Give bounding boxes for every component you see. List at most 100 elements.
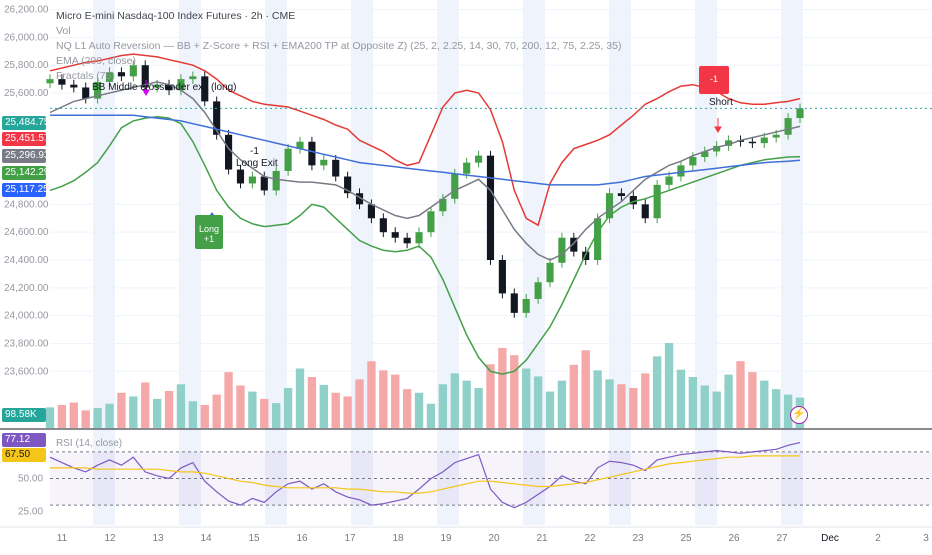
candle-body xyxy=(570,237,578,252)
rsi-ma-tag: 67.50 xyxy=(2,448,46,462)
volume-bar xyxy=(641,373,650,428)
indicator-label-fractals: Fractals (75) xyxy=(56,70,115,82)
volume-bar xyxy=(212,394,221,428)
volume-bar xyxy=(117,392,126,428)
legend: Micro E-mini Nasdaq-100 Index Futures · … xyxy=(56,9,621,84)
annotation-long-exit: Long Exit xyxy=(236,158,278,169)
volume-bar xyxy=(236,385,245,428)
candle-body xyxy=(308,141,316,166)
annotation-bb-exit: BB Middle crossunder exit (long) xyxy=(92,82,237,93)
x-tick-label: 16 xyxy=(296,533,308,544)
x-tick-label: 3 xyxy=(923,533,929,544)
candle-body xyxy=(332,159,340,177)
y-tick-label: 24,600.00 xyxy=(4,227,49,238)
volume-bar xyxy=(57,404,67,428)
volume-bar xyxy=(164,390,174,428)
candle-body xyxy=(534,282,542,299)
ema-200-line xyxy=(50,114,801,186)
candle-body xyxy=(58,79,66,85)
candle-body xyxy=(677,165,685,177)
volume-bar xyxy=(545,391,555,428)
volume-bar xyxy=(319,384,328,428)
lightning-icon[interactable]: ⚡ xyxy=(790,406,808,424)
candle-body xyxy=(546,262,554,283)
y-tick-label: 23,800.00 xyxy=(4,338,49,349)
bb-middle-line xyxy=(49,81,801,261)
rsi-ma-line xyxy=(50,455,800,494)
price-tag-last: 25,484.75 xyxy=(2,116,50,130)
volume-bar xyxy=(772,389,781,428)
volume-bar xyxy=(486,364,495,428)
y-tick-label: 25,600.00 xyxy=(4,88,49,99)
exit-arrow-icon xyxy=(142,80,150,96)
candle-body xyxy=(772,134,780,138)
candle-body xyxy=(725,140,733,146)
x-tick-label: 15 xyxy=(248,533,260,544)
x-tick-label: 19 xyxy=(440,533,452,544)
volume-bar xyxy=(450,373,459,428)
volume-bar xyxy=(438,384,448,428)
annotation-long-exit-qty: -1 xyxy=(250,146,259,157)
x-tick-label: 18 xyxy=(392,533,404,544)
x-tick-label: 22 xyxy=(584,533,596,544)
candle-body xyxy=(117,72,125,77)
x-tick-label: 11 xyxy=(57,533,68,544)
volume-bar xyxy=(224,372,233,428)
volume-bar xyxy=(355,379,364,428)
volume-bar xyxy=(676,369,686,428)
volume-bar xyxy=(724,374,733,428)
candle-body xyxy=(760,137,768,144)
candle-body xyxy=(46,79,54,84)
bb-upper-line xyxy=(49,53,801,227)
rsi-line xyxy=(49,442,801,509)
y-tick-label: 24,200.00 xyxy=(4,283,49,294)
volume-bar xyxy=(188,401,198,428)
price-tag-bb-lower: 25,142.29 xyxy=(2,166,50,180)
candle-body xyxy=(236,169,245,184)
candle-body xyxy=(272,170,280,191)
short-arrow-icon xyxy=(714,118,722,133)
volume-bar xyxy=(760,380,769,428)
volume-bar xyxy=(105,403,114,428)
volume-bar xyxy=(700,385,709,428)
candle-body xyxy=(665,176,673,185)
short-entry-badge[interactable]: -1 xyxy=(699,66,729,94)
y-tick-label: 24,400.00 xyxy=(4,255,49,266)
volume-tag: 98.58K xyxy=(2,408,46,422)
candle-body xyxy=(427,211,435,233)
volume-bar xyxy=(688,377,698,428)
volume-bar xyxy=(81,410,90,428)
volume-bar xyxy=(593,370,602,428)
candle-body xyxy=(165,84,173,91)
volume-bar xyxy=(533,376,543,428)
candle-body xyxy=(225,134,233,170)
price-tag-bb-upper: 25,451.57 xyxy=(2,132,50,146)
candle-body xyxy=(284,148,292,171)
volume-bar xyxy=(200,404,209,428)
candle-body xyxy=(213,101,221,135)
volume-bar xyxy=(617,384,626,428)
y-tick-label: 26,000.00 xyxy=(4,32,49,43)
session-band xyxy=(265,0,287,525)
candle-body xyxy=(70,84,78,88)
candle-body xyxy=(177,79,185,91)
candle-body xyxy=(355,193,364,205)
volume-bar xyxy=(45,407,55,428)
volume-bar xyxy=(581,350,590,428)
volume-bar xyxy=(379,370,388,428)
candle-body xyxy=(201,76,209,102)
volume-bar xyxy=(248,391,257,428)
volume-bar xyxy=(129,396,138,428)
candle-body xyxy=(415,232,423,244)
candle-body xyxy=(391,232,399,238)
x-tick-label: 20 xyxy=(488,533,500,544)
y-tick-label: 25,800.00 xyxy=(4,60,49,71)
long-entry-badge[interactable]: Long +1 xyxy=(195,215,223,249)
volume-bar xyxy=(343,396,352,428)
long-entry-label: Long xyxy=(198,224,220,234)
x-tick-label: 26 xyxy=(728,533,740,544)
candle-body xyxy=(344,176,352,194)
volume-bar xyxy=(152,398,162,428)
